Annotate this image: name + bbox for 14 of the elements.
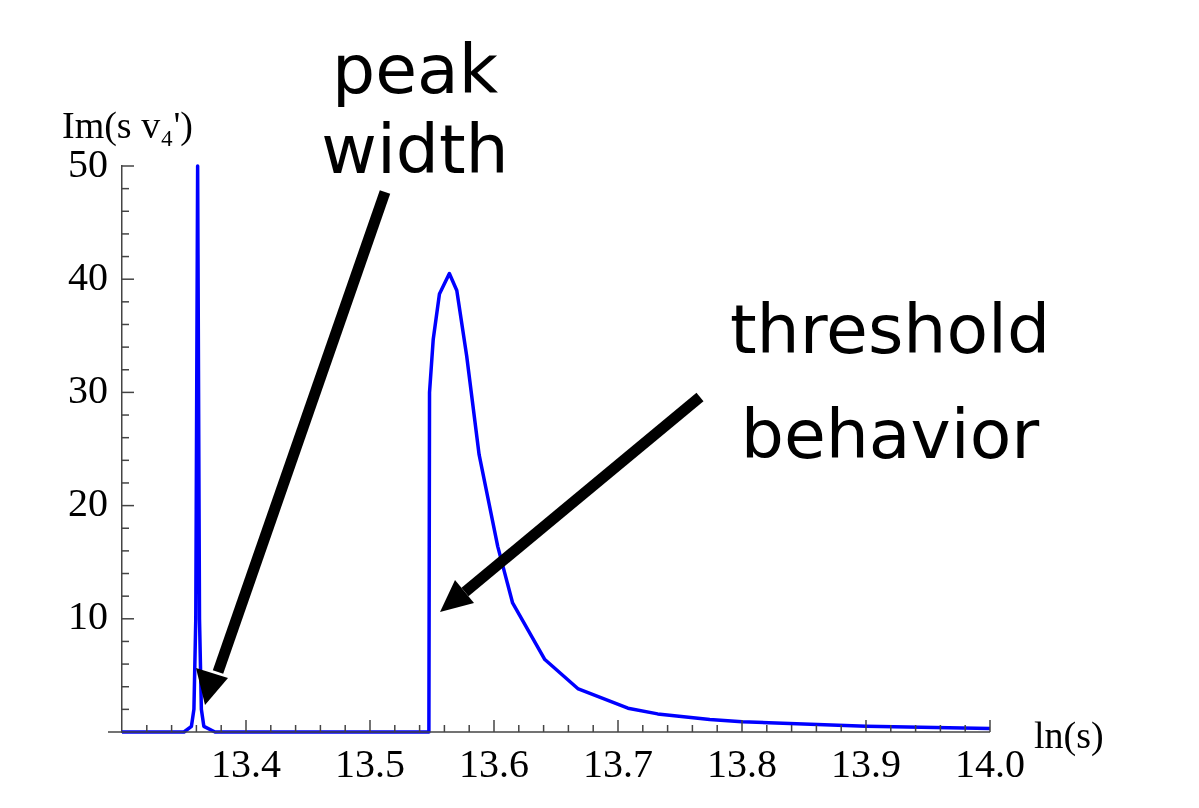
x-tick-label: 14.0 [955, 740, 1025, 786]
x-tick-label: 13.4 [211, 740, 281, 786]
annotation: peak width [321, 29, 509, 189]
x-tick-label: 13.8 [707, 740, 777, 786]
y-tick-label: 30 [68, 366, 108, 412]
y-tick-label: 40 [68, 253, 108, 299]
x-tick-label: 13.5 [335, 740, 405, 786]
x-axis-title: ln(s) [1034, 713, 1104, 757]
x-tick-label: 13.7 [583, 740, 653, 786]
x-tick-label: 13.6 [459, 740, 529, 786]
y-tick-label: 20 [68, 480, 108, 526]
annotation: threshold behavior [729, 289, 1051, 474]
x-tick-label: 13.9 [831, 740, 901, 786]
y-tick-label: 10 [68, 593, 108, 639]
